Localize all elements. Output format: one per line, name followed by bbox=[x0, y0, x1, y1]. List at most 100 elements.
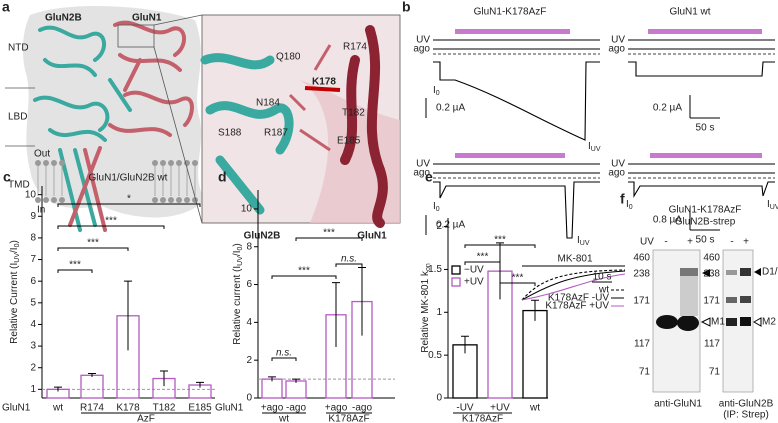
significance-label: * bbox=[127, 194, 131, 205]
panel-letter: a bbox=[2, 0, 10, 15]
y-tick-label: 1 bbox=[30, 384, 36, 395]
legend-swatch bbox=[451, 265, 461, 275]
y-tick-label: 9 bbox=[30, 211, 36, 222]
x-tick-label: E185 bbox=[188, 403, 212, 414]
current-trace bbox=[628, 181, 775, 198]
label: Q180 bbox=[276, 52, 301, 63]
bar bbox=[522, 309, 548, 399]
label-part: 0 bbox=[436, 206, 440, 213]
significance-label: *** bbox=[494, 235, 506, 246]
label-part: ) bbox=[9, 240, 20, 243]
label: ago bbox=[413, 44, 430, 55]
label-part: /I bbox=[232, 251, 243, 257]
uv-row-label: - bbox=[664, 237, 667, 248]
row-label: GluN1 bbox=[2, 403, 31, 414]
y-tick-label: 7 bbox=[30, 254, 36, 265]
label: ago bbox=[608, 168, 625, 179]
uv-row-label: + bbox=[743, 237, 749, 248]
significance-bracket bbox=[499, 282, 536, 286]
trace-title: GluN1 wt bbox=[669, 7, 710, 18]
x-tick-label: -ago bbox=[286, 403, 306, 414]
band-label: M2 bbox=[762, 317, 776, 328]
inset-curve bbox=[521, 270, 626, 301]
x-tick-label: +UV bbox=[490, 403, 510, 414]
inset-curve bbox=[521, 273, 626, 301]
size-marker: 117 bbox=[704, 339, 720, 350]
x-tick-label: -ago bbox=[352, 403, 372, 414]
y-tick-label: 1.5 bbox=[428, 264, 442, 275]
significance-bracket bbox=[464, 261, 501, 265]
size-marker: 460 bbox=[633, 253, 650, 264]
y-tick-label: 2 bbox=[436, 221, 442, 232]
label: I0 bbox=[626, 199, 633, 211]
significance-bracket bbox=[57, 269, 93, 273]
current-trace bbox=[628, 61, 775, 77]
size-marker: 238 bbox=[703, 269, 720, 280]
inset-legend-label: K178AzF +UV bbox=[545, 301, 609, 312]
label: UV bbox=[416, 159, 430, 170]
error-bar bbox=[196, 381, 204, 388]
y-tick-label: 3 bbox=[30, 341, 36, 352]
label: I0 bbox=[433, 201, 440, 213]
label-part: UV bbox=[591, 146, 601, 153]
blot-title: GluN1-K178AzF bbox=[669, 205, 742, 216]
label-part: 0 bbox=[436, 90, 440, 97]
significance-bracket bbox=[57, 203, 201, 207]
label: T182 bbox=[342, 108, 365, 119]
legend-label: −UV bbox=[464, 265, 484, 276]
size-marker: 460 bbox=[703, 253, 720, 264]
error-bar bbox=[160, 370, 168, 387]
inset-curve bbox=[521, 269, 626, 301]
y-tick-label: 5 bbox=[30, 297, 36, 308]
current-trace bbox=[433, 181, 600, 239]
group-label: AzF bbox=[137, 414, 155, 423]
label-part: ) bbox=[232, 243, 243, 246]
label: Out bbox=[34, 149, 50, 160]
y-axis-label: Relative Current (IUV/I0) bbox=[9, 240, 21, 344]
label: TMD bbox=[8, 180, 30, 191]
size-marker: 238 bbox=[633, 269, 650, 280]
label-part: Relative current (I bbox=[232, 266, 243, 345]
inset-legend-label: K178AzF -UV bbox=[548, 293, 609, 304]
legend-swatch bbox=[451, 277, 461, 287]
significance-bracket bbox=[271, 357, 297, 361]
label-part: Relative MK-801 k bbox=[420, 270, 431, 353]
error-bar bbox=[461, 335, 469, 354]
significance-bracket bbox=[335, 263, 363, 267]
significance-label: *** bbox=[69, 260, 81, 271]
label: GluN2B bbox=[244, 231, 281, 242]
y-axis-label: Relative MK-801 kon bbox=[420, 263, 432, 353]
uv-bar bbox=[455, 153, 565, 158]
label: 0.2 µA bbox=[436, 220, 465, 231]
error-bar bbox=[358, 267, 366, 336]
y-tick-label: 2 bbox=[246, 355, 252, 366]
uv-row-label: - bbox=[730, 237, 733, 248]
uv-bar bbox=[648, 29, 762, 34]
size-marker: 71 bbox=[709, 367, 721, 378]
inset-legend-label: wt bbox=[598, 285, 609, 296]
label: GluN2B bbox=[45, 13, 82, 24]
significance-label: *** bbox=[105, 216, 117, 227]
label-part: I bbox=[588, 141, 591, 152]
label-part: I bbox=[433, 85, 436, 96]
y-tick-label: 2 bbox=[30, 362, 36, 373]
group-label: K178AzF bbox=[462, 414, 503, 423]
uv-row-label: UV bbox=[640, 237, 654, 248]
label: LBD bbox=[8, 112, 27, 123]
scale-label: 10 s bbox=[593, 272, 612, 283]
panel-letter: f bbox=[620, 191, 625, 207]
panel-letter: e bbox=[425, 169, 433, 185]
group-label: wt bbox=[278, 414, 289, 423]
label: IUV bbox=[577, 235, 590, 247]
x-tick-label: wt bbox=[52, 403, 63, 414]
x-tick-label: R174 bbox=[80, 403, 104, 414]
label: UV bbox=[416, 35, 430, 46]
label: IUV bbox=[588, 141, 601, 153]
label: ago bbox=[413, 168, 430, 179]
y-tick-label: 10 bbox=[25, 189, 37, 200]
significance-bracket bbox=[295, 237, 363, 241]
label: UV bbox=[611, 35, 625, 46]
label: 0.2 µA bbox=[653, 103, 682, 114]
x-tick-label: +ago bbox=[261, 403, 284, 414]
